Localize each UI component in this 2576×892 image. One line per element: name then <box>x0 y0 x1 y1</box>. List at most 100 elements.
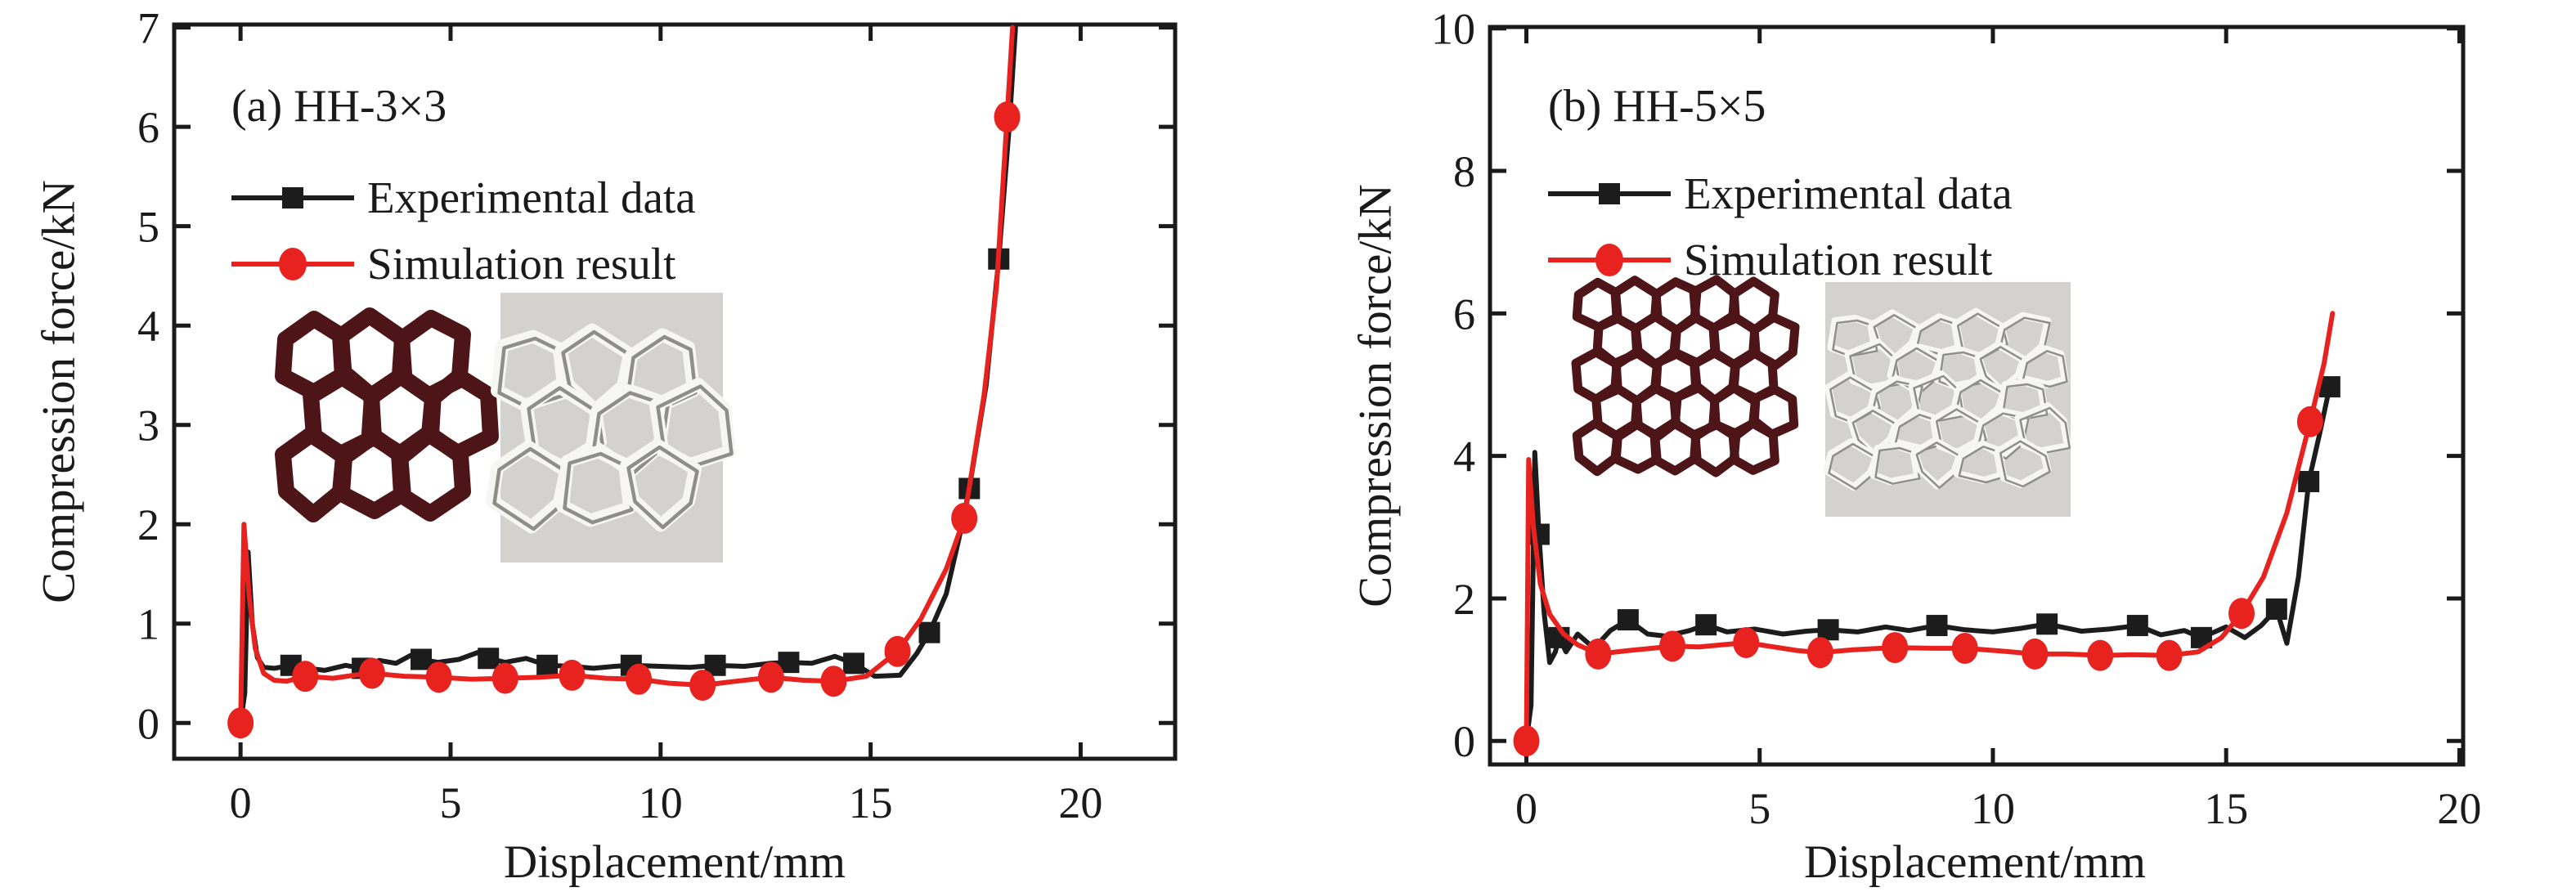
x-tick-label: 20 <box>2437 784 2481 833</box>
legend-row-experimental: Experimental data <box>231 164 696 231</box>
circle-marker <box>884 635 911 667</box>
y-tick-label: 4 <box>1453 433 1475 482</box>
circle-marker <box>1806 637 1833 669</box>
series-line <box>238 25 1016 726</box>
y-tick-label: 6 <box>1453 289 1475 338</box>
specimen-photo-a <box>486 293 736 563</box>
y-tick-label: 2 <box>1453 575 1475 624</box>
square-marker <box>843 652 865 675</box>
chart-b: 0 5 10 15 20 0 2 4 6 8 10 <box>1431 5 2481 833</box>
y-axis-a: 0 1 2 3 4 5 6 7 <box>137 4 1175 748</box>
simulation-series-a <box>227 25 1021 739</box>
chart-a-legend: Experimental data Simulation result <box>231 164 696 297</box>
square-marker <box>1617 609 1639 631</box>
legend-row-simulation: Simulation result <box>1548 226 2013 293</box>
x-tick-label: 20 <box>1058 778 1102 827</box>
circle-marker <box>358 657 385 689</box>
simulation-line-sample <box>231 247 354 280</box>
square-marker <box>2126 615 2148 637</box>
series-line <box>1524 311 2336 744</box>
chart-a-xaxis-title: Displacement/mm <box>504 836 846 888</box>
circle-marker <box>2228 598 2255 630</box>
experimental-line-sample <box>231 186 354 208</box>
chart-b-yaxis-title: Compression force/kN <box>1349 184 1402 607</box>
y-tick-label: 4 <box>137 302 159 351</box>
x-tick-label: 0 <box>1515 784 1537 833</box>
circle-marker <box>2087 639 2114 671</box>
honeycomb-schematic-a <box>275 307 499 522</box>
y-tick-label: 10 <box>1431 5 1475 54</box>
x-tick-label: 15 <box>849 778 893 827</box>
y-tick-label: 6 <box>137 103 159 152</box>
circle-marker <box>757 661 784 693</box>
square-marker <box>918 621 940 643</box>
x-tick-label: 15 <box>2204 784 2248 833</box>
y-tick-label: 1 <box>137 600 159 649</box>
chart-b-xaxis-title: Displacement/mm <box>1804 836 2146 888</box>
x-axis-a: 0 5 10 15 20 <box>230 25 1102 827</box>
square-marker <box>2298 471 2320 493</box>
simulation-line-sample <box>1548 243 1671 276</box>
square-marker <box>2265 598 2287 621</box>
x-axis-b: 0 5 10 15 20 <box>1515 27 2481 833</box>
circle-marker <box>1585 638 1612 670</box>
circle-marker <box>559 659 586 691</box>
chart-a-title: (a) HH-3×3 <box>231 81 447 132</box>
square-marker <box>2036 613 2058 635</box>
circle-marker <box>227 707 254 739</box>
y-axis-b: 0 2 4 6 8 10 <box>1431 5 2463 766</box>
circle-marker-icon <box>1595 243 1623 276</box>
circle-marker <box>626 663 653 695</box>
y-tick-label: 8 <box>1453 147 1475 196</box>
legend-label-simulation: Simulation result <box>1684 235 1993 285</box>
circle-marker <box>820 666 847 697</box>
circle-marker <box>1659 630 1686 662</box>
square-marker <box>1926 615 1948 637</box>
x-tick-label: 10 <box>1971 784 2015 833</box>
square-marker-icon <box>1599 182 1620 204</box>
x-tick-label: 10 <box>639 778 683 827</box>
circle-marker <box>1513 725 1540 757</box>
square-marker <box>411 648 433 670</box>
circle-marker <box>1733 626 1760 658</box>
specimen-photo-b <box>1823 282 2071 517</box>
square-marker <box>536 654 559 676</box>
circle-marker <box>2156 639 2183 671</box>
legend-label-experimental: Experimental data <box>367 173 696 222</box>
y-tick-label: 0 <box>137 699 159 748</box>
circle-marker <box>2296 406 2323 437</box>
circle-marker <box>1951 632 1978 664</box>
circle-marker <box>951 502 978 534</box>
circle-marker <box>425 661 452 693</box>
y-tick-label: 3 <box>137 401 159 450</box>
y-tick-label: 2 <box>137 500 159 549</box>
honeycomb-schematic-b <box>1571 275 1800 477</box>
x-tick-label: 5 <box>1748 784 1770 833</box>
chart-b-legend: Experimental data Simulation result <box>1548 160 2013 293</box>
circle-marker <box>994 101 1021 133</box>
chart-b-title: (b) HH-5×5 <box>1548 81 1766 132</box>
square-marker-icon <box>282 186 303 208</box>
y-tick-label: 0 <box>1453 717 1475 766</box>
circle-marker <box>689 670 716 701</box>
experimental-line-sample <box>1548 182 1671 204</box>
circle-marker-icon <box>279 247 307 280</box>
square-marker <box>1817 619 1839 641</box>
circle-marker <box>2022 638 2049 670</box>
plot-frame-a <box>172 22 1178 761</box>
legend-label-simulation: Simulation result <box>367 239 676 289</box>
chart-a-yaxis-title: Compression force/kN <box>33 180 85 603</box>
square-marker <box>478 648 500 670</box>
plot-frame-b <box>1488 25 2466 767</box>
chart-a: 0 5 10 15 20 0 1 2 3 4 5 6 7 <box>137 4 1178 827</box>
x-tick-label: 0 <box>230 778 252 827</box>
y-tick-label: 5 <box>137 203 159 252</box>
x-tick-label: 5 <box>439 778 461 827</box>
square-marker <box>1695 614 1717 636</box>
circle-marker <box>491 662 518 694</box>
circle-marker <box>1882 632 1909 664</box>
legend-label-experimental: Experimental data <box>1684 168 2013 218</box>
y-tick-label: 7 <box>137 4 159 53</box>
